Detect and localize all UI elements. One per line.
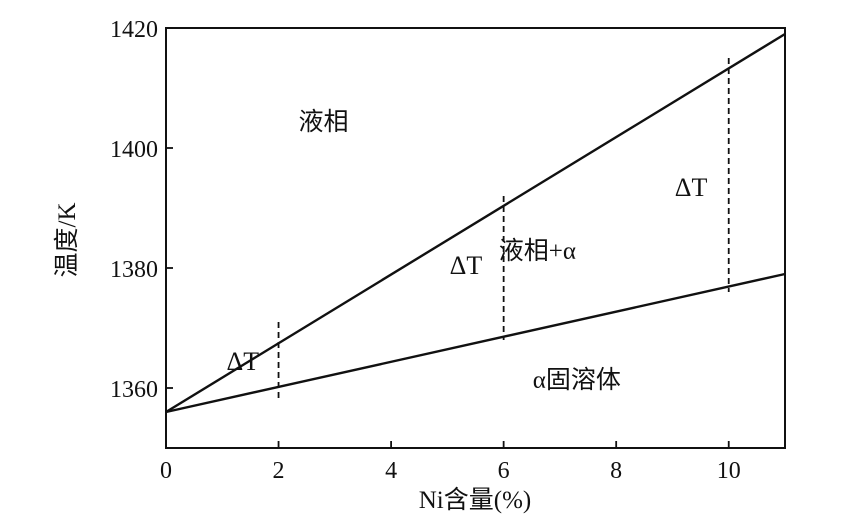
axes [165,27,786,449]
y-tick-label: 1380 [110,257,158,283]
ticks: 0 2 4 6 8 10 1360 1380 1400 1420 [110,17,741,484]
x-tick-label: 10 [717,458,741,484]
liquidus-line [165,32,786,414]
delta-t-label: ΔT [450,251,483,280]
x-tick-label: 4 [385,458,397,484]
region-label: 液相 [299,108,349,136]
y-tick-label: 1420 [110,17,158,43]
x-tick-label: 0 [160,458,172,484]
y-axis-title: 温度/K [53,202,81,277]
x-tick-label: 6 [498,458,510,484]
x-tick-label: 8 [610,458,622,484]
y-tick-label: 1360 [110,377,158,403]
y-tick-label: 1400 [110,137,158,163]
series-lines [165,32,786,414]
region-label: 液相+α [499,237,576,265]
solidus-line [165,272,786,414]
region-label: α固溶体 [533,366,621,394]
plot-frame [165,27,786,449]
delta-t-label: ΔT [227,347,260,376]
x-tick-label: 2 [273,458,285,484]
delta-t-label: ΔT [675,173,708,202]
x-axis-title: Ni含量(%) [419,486,531,514]
delta-markers: ΔT ΔT ΔT [227,58,730,400]
